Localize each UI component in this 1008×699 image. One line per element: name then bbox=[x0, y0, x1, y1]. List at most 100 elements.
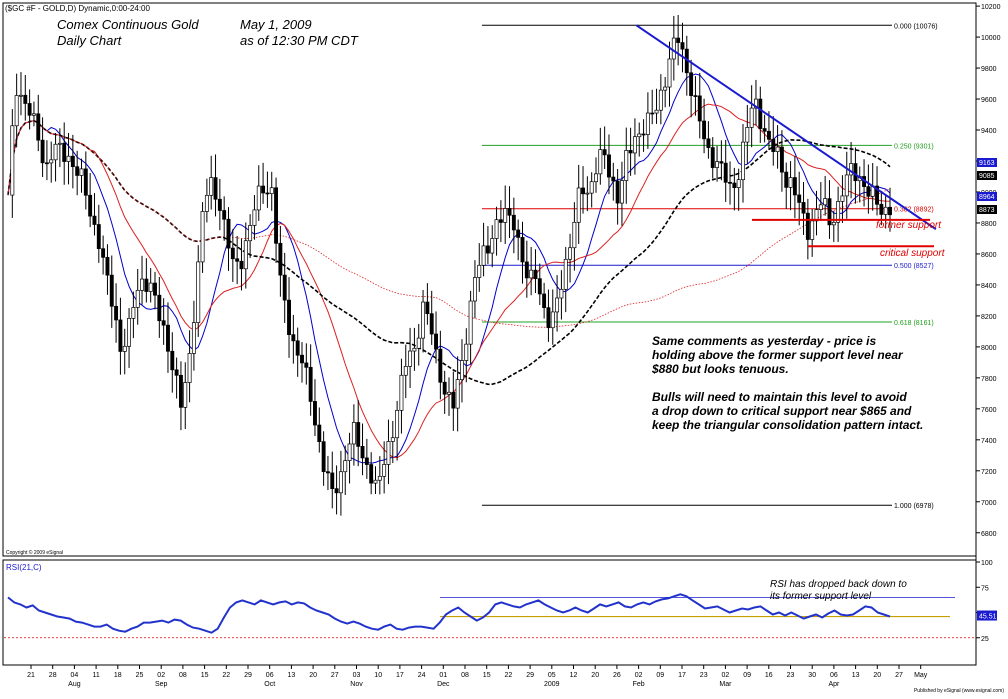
candle-body bbox=[559, 288, 564, 299]
candle-body bbox=[57, 142, 62, 145]
candle-body bbox=[542, 293, 547, 309]
candle-body bbox=[520, 237, 525, 263]
candle-body bbox=[256, 185, 261, 211]
date-tick-label: 16 bbox=[765, 672, 773, 679]
candle-body bbox=[844, 174, 849, 197]
candle-body bbox=[248, 225, 253, 242]
candle-body bbox=[728, 181, 732, 184]
price-tick-label: 9400 bbox=[981, 128, 997, 135]
candle-body bbox=[754, 98, 758, 109]
date-tick-label: 13 bbox=[852, 672, 860, 679]
candle-body bbox=[92, 215, 97, 225]
candle-body bbox=[676, 37, 681, 43]
candle-body bbox=[101, 248, 106, 258]
candle-body bbox=[235, 258, 240, 262]
fib-label: 0.382 (8892) bbox=[894, 207, 934, 214]
candle-body bbox=[732, 182, 737, 188]
descending-trendline bbox=[635, 24, 937, 230]
price-tick-label: 8800 bbox=[981, 221, 997, 228]
candle-body bbox=[174, 369, 179, 376]
date-tick-label: 17 bbox=[678, 672, 686, 679]
date-tick-label: 02 bbox=[157, 672, 165, 679]
candle-body bbox=[325, 471, 330, 474]
candle-body bbox=[572, 221, 577, 249]
critical-support-label: critical support bbox=[880, 248, 946, 259]
candle-body bbox=[230, 247, 235, 260]
chart-date-block: May 1, 2009 as of 12:30 PM CDT bbox=[240, 17, 358, 49]
date-tick-label: 12 bbox=[570, 672, 578, 679]
candle-body bbox=[697, 95, 702, 122]
candle-body bbox=[62, 142, 67, 162]
candle-body bbox=[408, 350, 413, 367]
candle-body bbox=[31, 113, 36, 116]
candle-body bbox=[866, 186, 871, 197]
price-box bbox=[977, 171, 997, 180]
candle-body bbox=[516, 229, 521, 238]
candle-body bbox=[511, 214, 516, 231]
candle-body bbox=[429, 313, 434, 335]
month-label: Dec bbox=[437, 681, 450, 688]
price-tick-label: 8000 bbox=[981, 345, 997, 352]
candle-body bbox=[252, 209, 257, 226]
candle-body bbox=[645, 112, 650, 135]
candle-body bbox=[278, 242, 283, 276]
candle-body bbox=[836, 201, 841, 223]
candle-body bbox=[827, 198, 832, 226]
candle-body bbox=[468, 300, 473, 345]
candle-body bbox=[317, 424, 322, 443]
candle-body bbox=[222, 210, 227, 220]
date-tick-label: 02 bbox=[635, 672, 643, 679]
rsi-tick-label: 25 bbox=[981, 636, 989, 643]
candle-body bbox=[412, 347, 417, 352]
candle-body bbox=[200, 211, 205, 263]
candle-body bbox=[96, 224, 101, 250]
date-axis: 21 28 04 11 18 25 02 08 15 22 29 06 13 20 27 03 10 17 24 01… bbox=[27, 665, 928, 688]
candle-body bbox=[581, 187, 585, 195]
candle-body bbox=[607, 154, 611, 178]
candle-body bbox=[23, 94, 28, 104]
candle-body bbox=[109, 274, 114, 307]
price-tick-label: 7400 bbox=[981, 438, 997, 445]
candle-body bbox=[719, 161, 724, 164]
candle-body bbox=[261, 185, 266, 194]
date-tick-label: May bbox=[914, 672, 928, 679]
candle-body bbox=[853, 163, 858, 182]
candle-body bbox=[658, 89, 663, 111]
rsi-note-line-1: RSI has dropped back down to bbox=[770, 579, 907, 590]
candle-body bbox=[883, 206, 888, 215]
date-tick-label: 15 bbox=[483, 672, 491, 679]
comment-line-3: $880 but looks tenuous. bbox=[652, 362, 789, 376]
candle-body bbox=[282, 274, 287, 301]
rsi-title: RSI(21,C) bbox=[6, 563, 42, 572]
candle-body bbox=[555, 297, 560, 313]
price-box-label: 8964 bbox=[979, 194, 995, 201]
candle-body bbox=[75, 166, 80, 176]
candle-body bbox=[485, 245, 490, 254]
date-tick-label: 29 bbox=[526, 672, 534, 679]
candle-body bbox=[105, 256, 110, 276]
candle-body bbox=[797, 194, 802, 203]
price-candles bbox=[10, 14, 892, 516]
candle-body bbox=[472, 277, 477, 302]
date-tick-label: 28 bbox=[49, 672, 57, 679]
rsi-tick-label: 100 bbox=[981, 560, 993, 567]
candle-body bbox=[741, 141, 745, 181]
rsi-value-label: 45.51 bbox=[979, 614, 997, 621]
month-label: Feb bbox=[633, 681, 645, 688]
candle-body bbox=[369, 464, 374, 484]
date-tick-label: 22 bbox=[222, 672, 230, 679]
candle-body bbox=[784, 171, 789, 188]
price-box bbox=[977, 192, 997, 201]
month-label: Nov bbox=[350, 681, 363, 688]
candle-body bbox=[801, 202, 806, 214]
candle-body bbox=[533, 269, 538, 280]
candle-body bbox=[693, 95, 698, 97]
candle-body bbox=[494, 219, 499, 239]
candle-body bbox=[351, 422, 356, 445]
candle-body bbox=[758, 98, 763, 129]
candle-body bbox=[451, 391, 456, 409]
candle-body bbox=[304, 362, 309, 368]
candle-body bbox=[619, 180, 624, 204]
candle-body bbox=[602, 149, 607, 156]
